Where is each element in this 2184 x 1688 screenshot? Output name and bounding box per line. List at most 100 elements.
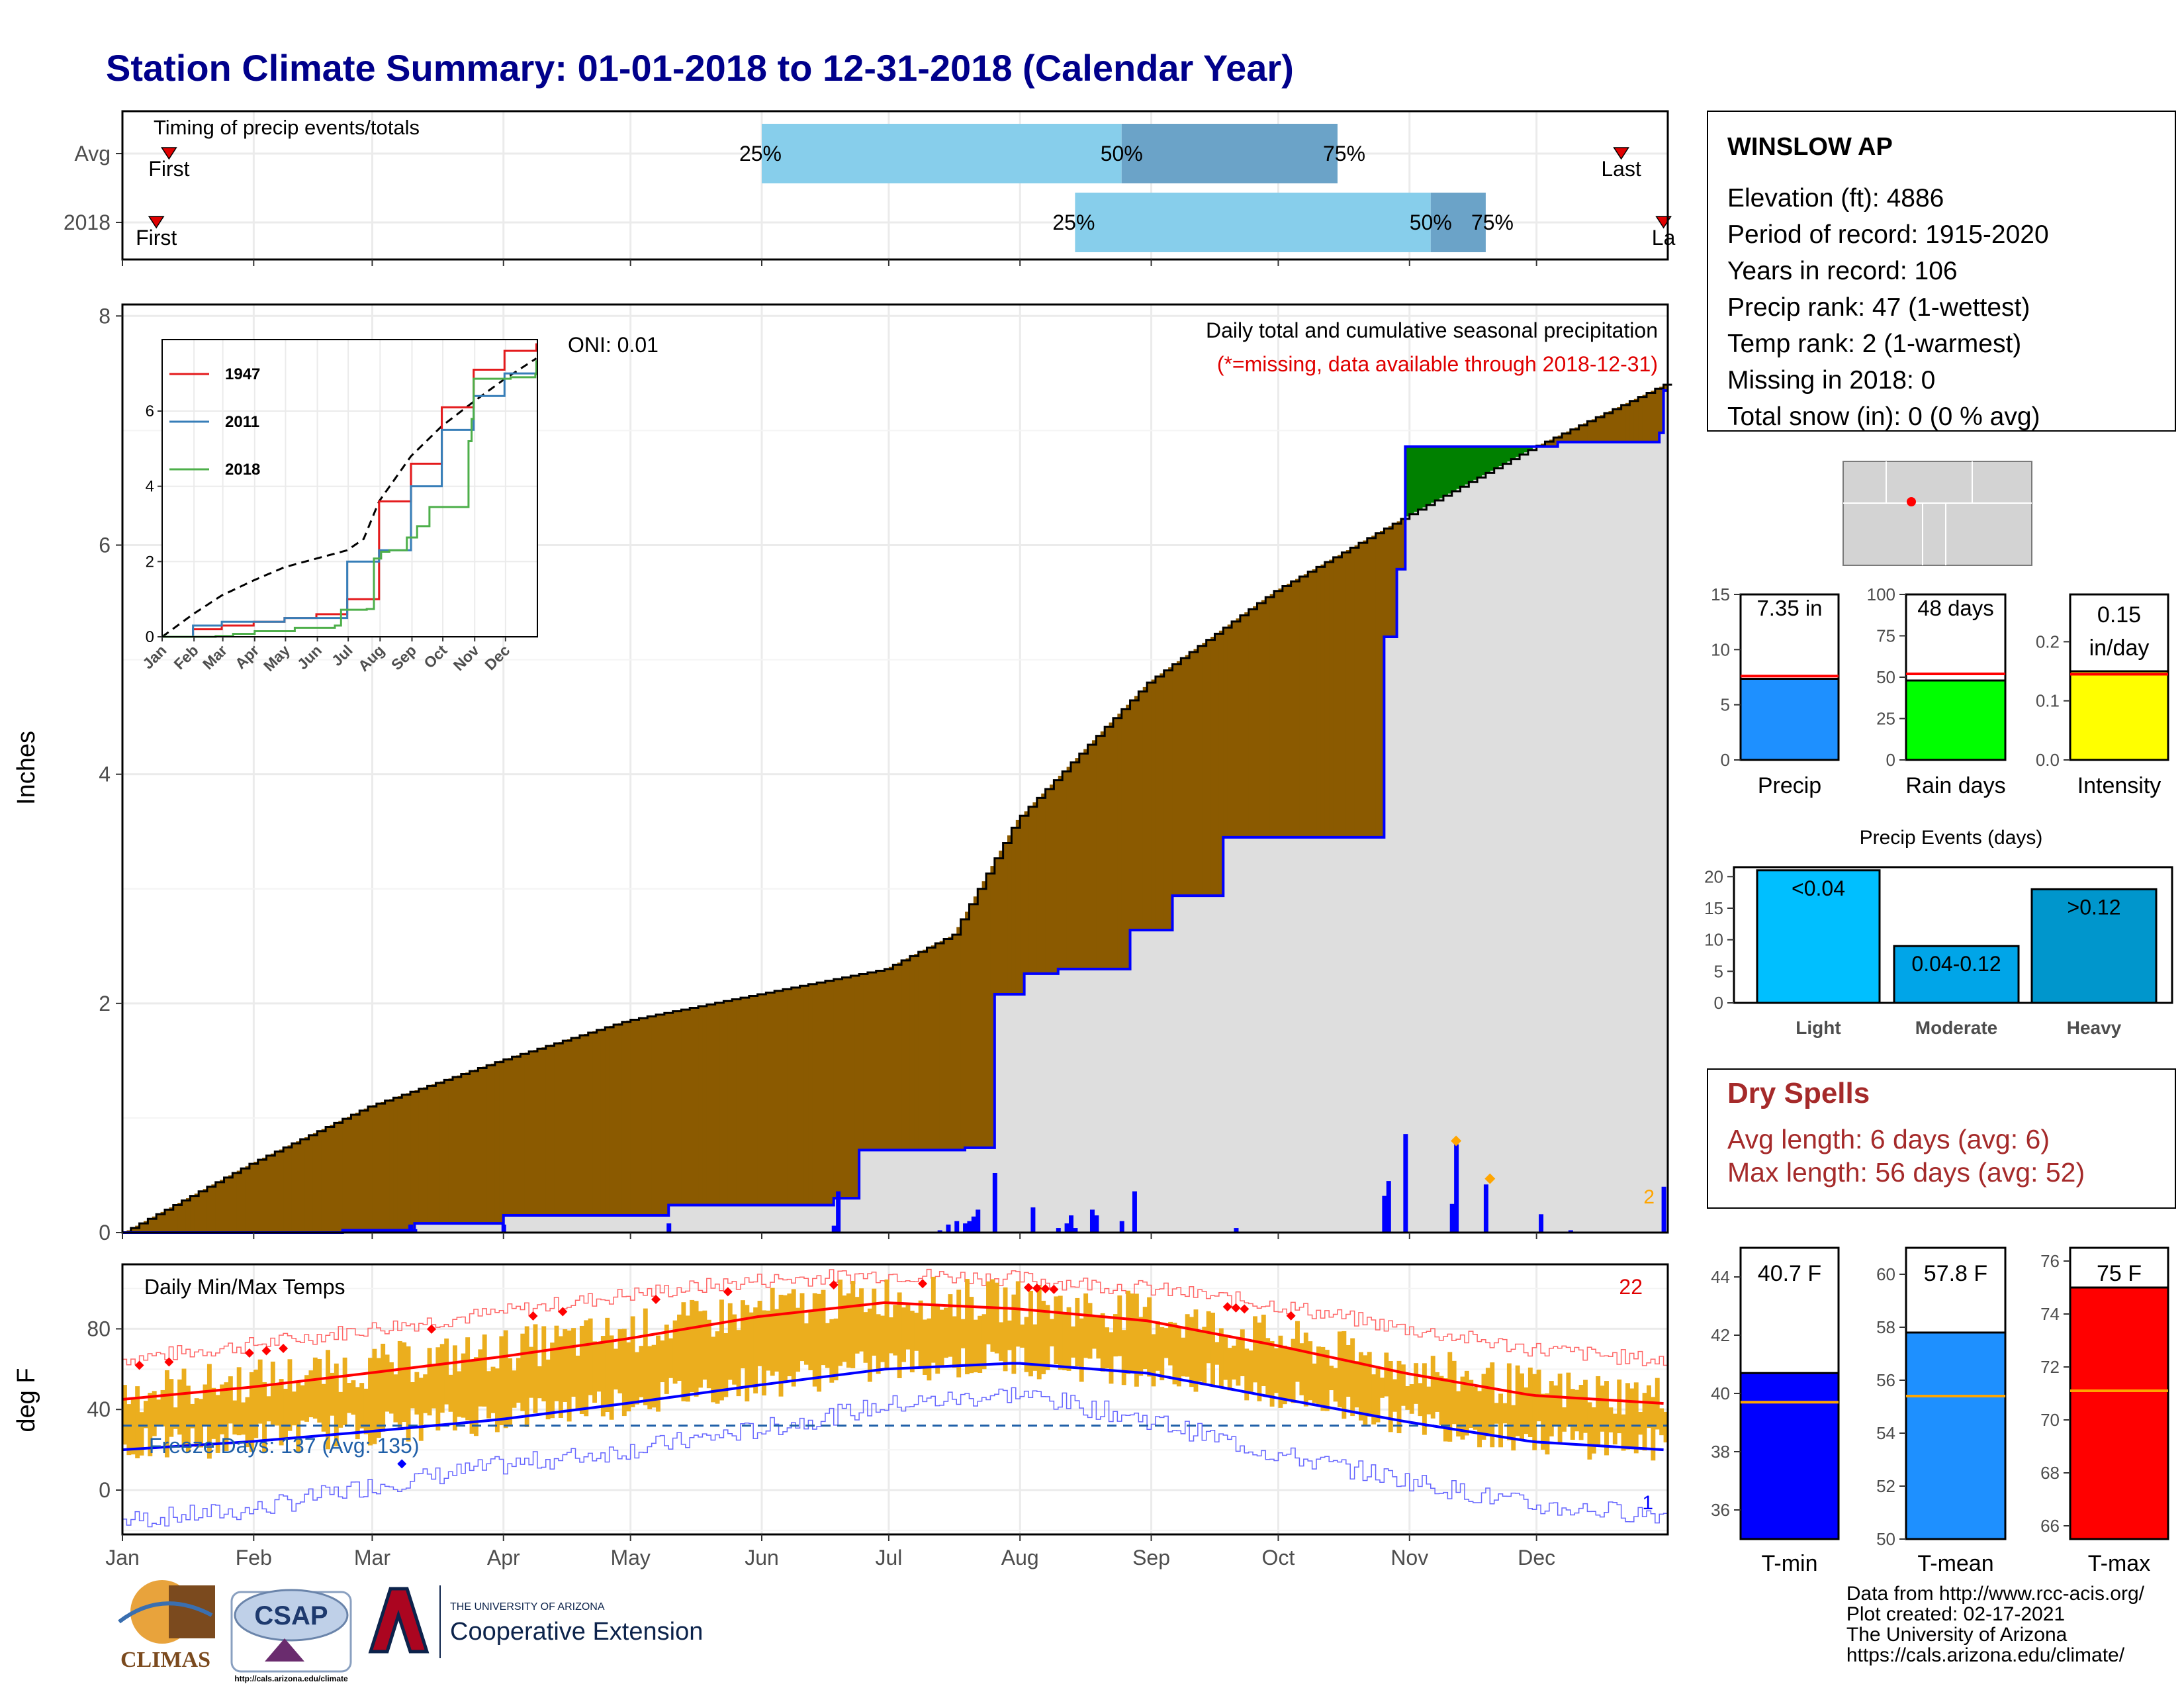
footer-line: The University of Arizona [1846, 1624, 2068, 1646]
precip-deficit [1253, 606, 1258, 837]
precip-deficit [745, 996, 750, 1205]
daily-temp-range-bar [520, 1333, 525, 1411]
precip-deficit [253, 1162, 259, 1233]
daily-temp-range-bar [698, 1311, 703, 1388]
precip-deficit [986, 873, 991, 1148]
daily-temp-range-bar [533, 1324, 538, 1413]
precip-deficit [1396, 521, 1402, 569]
precip-deficit [385, 1100, 390, 1231]
page-title: Station Climate Summary: 01-01-2018 to 1… [106, 47, 1294, 89]
precip-deficit [1303, 574, 1308, 837]
precip-deficit [516, 1055, 521, 1216]
record-high-marker [829, 1280, 839, 1290]
precip-deficit [1028, 806, 1034, 974]
daily-temp-range-bar [761, 1310, 766, 1396]
precip-deficit [1236, 618, 1241, 837]
mini-bar-ytick-label: 100 [1867, 585, 1895, 604]
precip-deficit [850, 976, 856, 1199]
precip-deficit [897, 962, 902, 1150]
month-label: Jul [875, 1546, 902, 1570]
precip-deficit [626, 1020, 631, 1216]
mini-bar-value-label: 7.35 in [1756, 596, 1822, 620]
precip-deficit [143, 1221, 148, 1233]
station-name: WINSLOW AP [1727, 133, 1893, 161]
precip-deficit [452, 1076, 457, 1224]
daily-precip-bar [992, 1172, 997, 1233]
precip-ytick-label: 8 [99, 304, 111, 328]
precip-deficit [1392, 524, 1398, 637]
daily-temp-range-bar [1274, 1348, 1279, 1393]
daily-temp-range-bar [1612, 1413, 1617, 1445]
daily-temp-range-bar [558, 1336, 563, 1419]
inset-border [161, 339, 538, 637]
precip-deficit [944, 939, 949, 1150]
daily-temp-range-bar [457, 1371, 462, 1417]
timing-bar-25-50 [1075, 193, 1431, 252]
precip-deficit [884, 968, 889, 1150]
daily-temp-range-bar [1574, 1389, 1580, 1432]
daily-temp-range-bar [791, 1289, 796, 1387]
daily-temp-range-bar [1553, 1385, 1559, 1427]
station-info-box [1707, 111, 2176, 432]
daily-temp-range-bar [181, 1368, 187, 1448]
daily-temp-range-bar [1202, 1327, 1207, 1384]
precip-deficit [757, 994, 762, 1205]
daily-temp-range-bar [1117, 1295, 1122, 1356]
precip-deficit [905, 958, 911, 1150]
daily-temp-range-bar [1545, 1393, 1550, 1455]
daily-temp-range-bar [1460, 1376, 1465, 1440]
daily-temp-range-bar [1520, 1373, 1524, 1441]
precip-surplus [1443, 446, 1448, 496]
precip-deficit [672, 1011, 678, 1205]
temp-bar-ytick-label: 66 [2040, 1516, 2060, 1536]
precip-deficit [241, 1168, 246, 1233]
first-event-marker [160, 147, 177, 160]
mini-bar-label: Precip [1758, 773, 1821, 798]
footer-line: Data from http://www.rcc-acis.org/ [1846, 1583, 2144, 1605]
precip-deficit [275, 1151, 280, 1233]
daily-temp-range-bar [799, 1293, 805, 1362]
month-label: Jan [105, 1546, 140, 1570]
daily-temp-range-bar [1400, 1364, 1406, 1406]
precip-deficit [1244, 612, 1250, 837]
precip-deficit [206, 1186, 212, 1233]
inset-bg [162, 340, 537, 637]
precip-deficit [220, 1180, 225, 1233]
precip-deficit [1400, 518, 1406, 569]
precip-deficit [1105, 727, 1110, 969]
precip-deficit [232, 1172, 238, 1233]
daily-temp-range-bar [473, 1357, 478, 1436]
daily-temp-range-bar [427, 1348, 432, 1416]
daily-temp-range-bar [1172, 1323, 1177, 1385]
daily-temp-range-bar [796, 1307, 801, 1372]
daily-temp-range-bar [842, 1295, 847, 1362]
precip-deficit [512, 1056, 517, 1216]
daily-temp-range-bar [833, 1318, 839, 1381]
daily-temp-range-bar [355, 1387, 360, 1440]
precip-deficit [1210, 636, 1216, 896]
daily-temp-range-bar [584, 1320, 589, 1417]
precip-deficit [825, 980, 830, 1205]
precip-deficit [308, 1135, 314, 1233]
daily-temp-range-bar [372, 1348, 377, 1444]
precip-deficit [410, 1092, 416, 1231]
daily-temp-range-bar [270, 1361, 275, 1425]
daily-temp-range-bar [1032, 1324, 1038, 1371]
daily-temp-range-bar [639, 1346, 644, 1397]
daily-temp-range-bar [1583, 1380, 1588, 1433]
daily-temp-range-bar [1185, 1314, 1190, 1377]
daily-temp-range-bar [1527, 1367, 1533, 1438]
daily-temp-range-bar [1587, 1402, 1592, 1460]
record-high-marker [279, 1344, 289, 1354]
precip-deficit [749, 996, 754, 1205]
precip-deficit [393, 1098, 398, 1231]
daily-precip-bar [412, 1229, 418, 1233]
precip-surplus [1409, 446, 1414, 514]
precip-deficit [812, 983, 817, 1205]
first-event-marker [148, 216, 165, 229]
record-high-marker [918, 1279, 928, 1289]
precip-deficit [1223, 628, 1228, 837]
precip-deficit [965, 912, 970, 1148]
first-event-label: First [136, 226, 177, 250]
station-info-line: Years in record: 106 [1727, 257, 1958, 285]
